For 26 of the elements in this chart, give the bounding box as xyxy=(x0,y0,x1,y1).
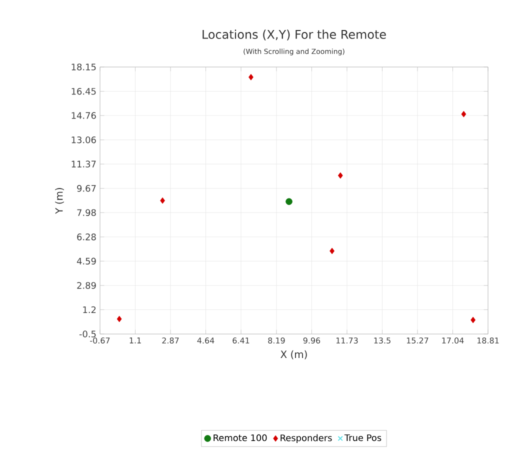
y-tick-label: 1.2 xyxy=(83,306,96,313)
y-tick-label: 7.98 xyxy=(77,209,96,216)
y-axis-title: Y (m) xyxy=(55,188,64,214)
y-tick-label: 14.76 xyxy=(72,112,96,119)
legend-label: Responders xyxy=(280,434,332,443)
legend-label: True Pos xyxy=(344,434,382,442)
legend-label: Remote 100 xyxy=(214,434,267,442)
point xyxy=(248,74,254,80)
y-tick-label: 2.89 xyxy=(77,282,96,289)
point xyxy=(116,316,122,322)
y-tick-label: 4.59 xyxy=(76,258,96,265)
y-tick-label: -0.5 xyxy=(79,330,96,338)
y-tick-label: 11.37 xyxy=(72,160,96,168)
point xyxy=(286,198,292,205)
y-tick-label: 18.15 xyxy=(72,64,96,70)
point xyxy=(330,248,334,254)
y-tick-label: 9.67 xyxy=(77,185,96,192)
y-tick-label: 6.28 xyxy=(77,234,96,240)
chart-title: Locations (X,Y) For the Remote xyxy=(202,30,386,40)
point xyxy=(470,316,476,324)
y-tick-label: 16.45 xyxy=(72,88,96,95)
point xyxy=(461,110,466,118)
point xyxy=(160,197,165,204)
y-tick-label: 13.06 xyxy=(72,136,96,144)
x-axis-title: X (m) xyxy=(280,350,307,360)
point xyxy=(338,172,343,179)
